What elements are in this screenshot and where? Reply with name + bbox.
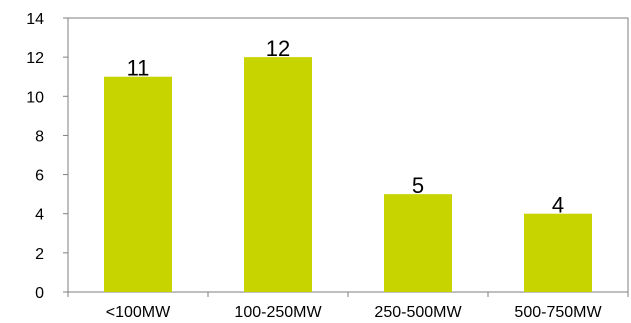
- bars-group: [104, 57, 592, 293]
- bar-value-label: 5: [412, 173, 424, 198]
- y-tick-label: 8: [35, 128, 44, 145]
- y-tick-label: 12: [26, 50, 44, 67]
- data-labels-group: 11 12 5 4: [127, 36, 565, 218]
- y-tick-label: 14: [26, 11, 44, 28]
- bar-value-label: 4: [552, 193, 564, 218]
- bar: [384, 194, 452, 292]
- y-tick-label: 0: [35, 285, 44, 302]
- x-tick-label: 100-250MW: [234, 304, 322, 321]
- x-tick-label: 250-500MW: [374, 304, 462, 321]
- bar: [104, 76, 172, 292]
- y-tick-label: 10: [26, 89, 44, 106]
- y-axis: 0 2 4 6 8 10 12 14: [26, 11, 68, 302]
- y-tick-label: 6: [35, 168, 44, 185]
- x-tick-label: 500-750MW: [514, 304, 602, 321]
- bar-value-label: 12: [266, 36, 290, 61]
- bar: [524, 213, 592, 292]
- x-tick-label: <100MW: [106, 304, 171, 321]
- x-axis: <100MW 100-250MW 250-500MW 500-750MW: [67, 292, 629, 321]
- y-tick-label: 2: [35, 246, 44, 263]
- y-tick-label: 4: [35, 207, 44, 224]
- bar: [244, 57, 312, 293]
- bar-value-label: 11: [127, 56, 150, 81]
